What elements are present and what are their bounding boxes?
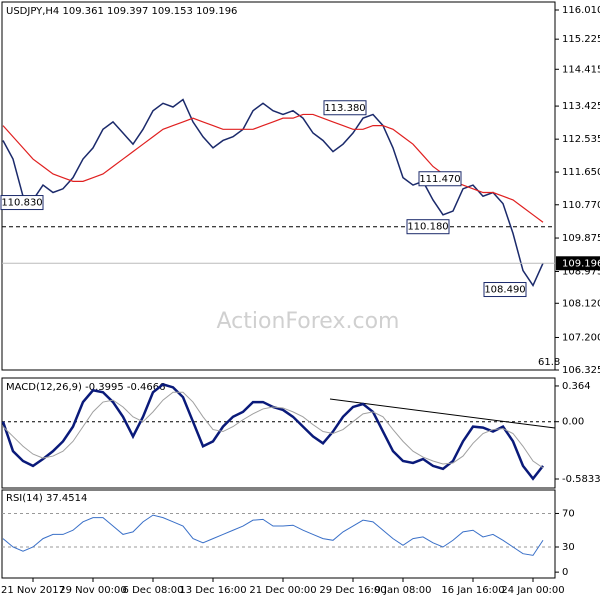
annotation: 113.380 [324,103,365,114]
x-tick-label: 6 Dec 08:00 [123,585,184,596]
annotation-box [483,282,527,298]
y-tick-label: 108.975 [562,266,600,277]
y-tick-label: 0.364 [562,381,591,392]
rsi-panel [1,489,556,579]
annotation: 111.470 [419,174,460,185]
y-tick-label: 109.875 [562,233,600,244]
y-tick-label: 110.770 [562,200,600,211]
y-tick-label: 112.535 [562,134,600,145]
price-panel [1,1,556,371]
x-tick-label: 21 Dec 00:00 [249,585,316,596]
y-tick-label: 116.010 [562,5,600,16]
x-tick-label: 9 Jan 08:00 [375,585,432,596]
chart-title: USDJPY,H4 109.361 109.397 109.153 109.19… [6,6,237,17]
y-tick-label: -0.5833 [562,474,600,485]
annotation-box [0,195,44,211]
y-tick-label: 0 [562,567,568,578]
y-tick-label: 70 [562,508,575,519]
y-tick-label: 0.00 [562,417,584,428]
annotation: 108.490 [484,285,525,296]
macd-title: MACD(12,26,9) -0.3995 -0.4666 [6,382,166,393]
watermark: ActionForex.com [217,309,400,334]
y-tick-label: 111.650 [562,167,600,178]
annotation-box [323,100,367,116]
x-tick-label: 21 Nov 2017 [1,585,65,596]
series-line [1,383,544,481]
rsi-title: RSI(14) 37.4514 [6,493,87,504]
x-tick-label: 13 Dec 16:00 [179,585,246,596]
y-tick-label: 114.415 [562,64,600,75]
last-price-box [556,256,600,271]
last-price-label: 109.196 [562,258,600,269]
annotation: 110.180 [407,222,448,233]
annotation: 110.830 [1,198,42,209]
x-tick-label: 16 Jan 16:00 [441,585,504,596]
y-tick-label: 30 [562,542,575,553]
y-tick-label: 106.325 [562,365,600,376]
annotation-box [418,171,462,187]
x-tick-label: 29 Dec 16:00 [319,585,386,596]
fib-label: 61.8 [538,357,560,368]
series-line [2,113,544,223]
annotation-box [406,219,450,235]
x-tick-label: 29 Nov 00:00 [59,585,126,596]
y-tick-label: 108.120 [562,298,600,309]
macd-panel [1,377,556,489]
x-tick-label: 24 Jan 00:00 [501,585,564,596]
y-tick-label: 107.200 [562,332,600,343]
y-tick-label: 115.225 [562,34,600,45]
series-line [2,514,544,556]
series-line [2,98,544,287]
trendline [329,398,556,429]
y-tick-label: 113.425 [562,101,600,112]
series-line [2,391,544,469]
